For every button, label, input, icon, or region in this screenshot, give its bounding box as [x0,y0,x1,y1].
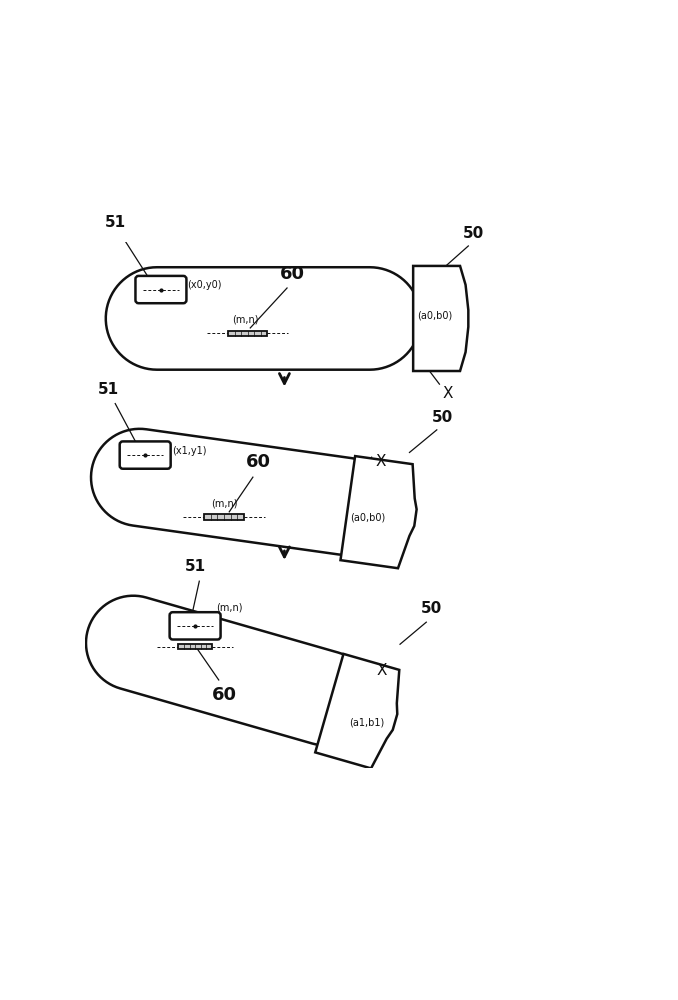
Text: (a0,b0): (a0,b0) [418,311,453,321]
Bar [228,331,267,336]
Text: (m,n): (m,n) [211,498,237,508]
Polygon shape [315,654,399,768]
Bar [178,644,212,649]
Text: 50: 50 [421,601,442,616]
Polygon shape [106,267,421,370]
Text: (a1,b1): (a1,b1) [349,717,384,727]
Text: 60: 60 [212,686,237,704]
Text: (x0,y0): (x0,y0) [188,280,222,290]
Text: 51: 51 [98,382,119,397]
Text: X: X [442,386,452,401]
Text: 51: 51 [104,215,126,230]
Text: 51: 51 [184,559,205,574]
FancyBboxPatch shape [120,441,171,469]
Text: X: X [376,663,387,678]
Text: (a0,b0): (a0,b0) [350,512,385,522]
Polygon shape [86,596,372,745]
Text: (x1,y1): (x1,y1) [172,446,206,456]
Polygon shape [413,266,468,371]
Polygon shape [91,429,394,555]
Text: X: X [376,454,386,469]
Polygon shape [340,456,416,568]
Text: (m,n): (m,n) [216,602,243,612]
Text: 50: 50 [431,410,453,425]
FancyBboxPatch shape [170,612,220,640]
Text: 50: 50 [463,226,484,241]
FancyBboxPatch shape [136,276,186,303]
Text: (m,n): (m,n) [232,314,258,324]
Bar [204,514,243,520]
Text: 60: 60 [280,265,305,283]
Text: 60: 60 [245,453,271,471]
